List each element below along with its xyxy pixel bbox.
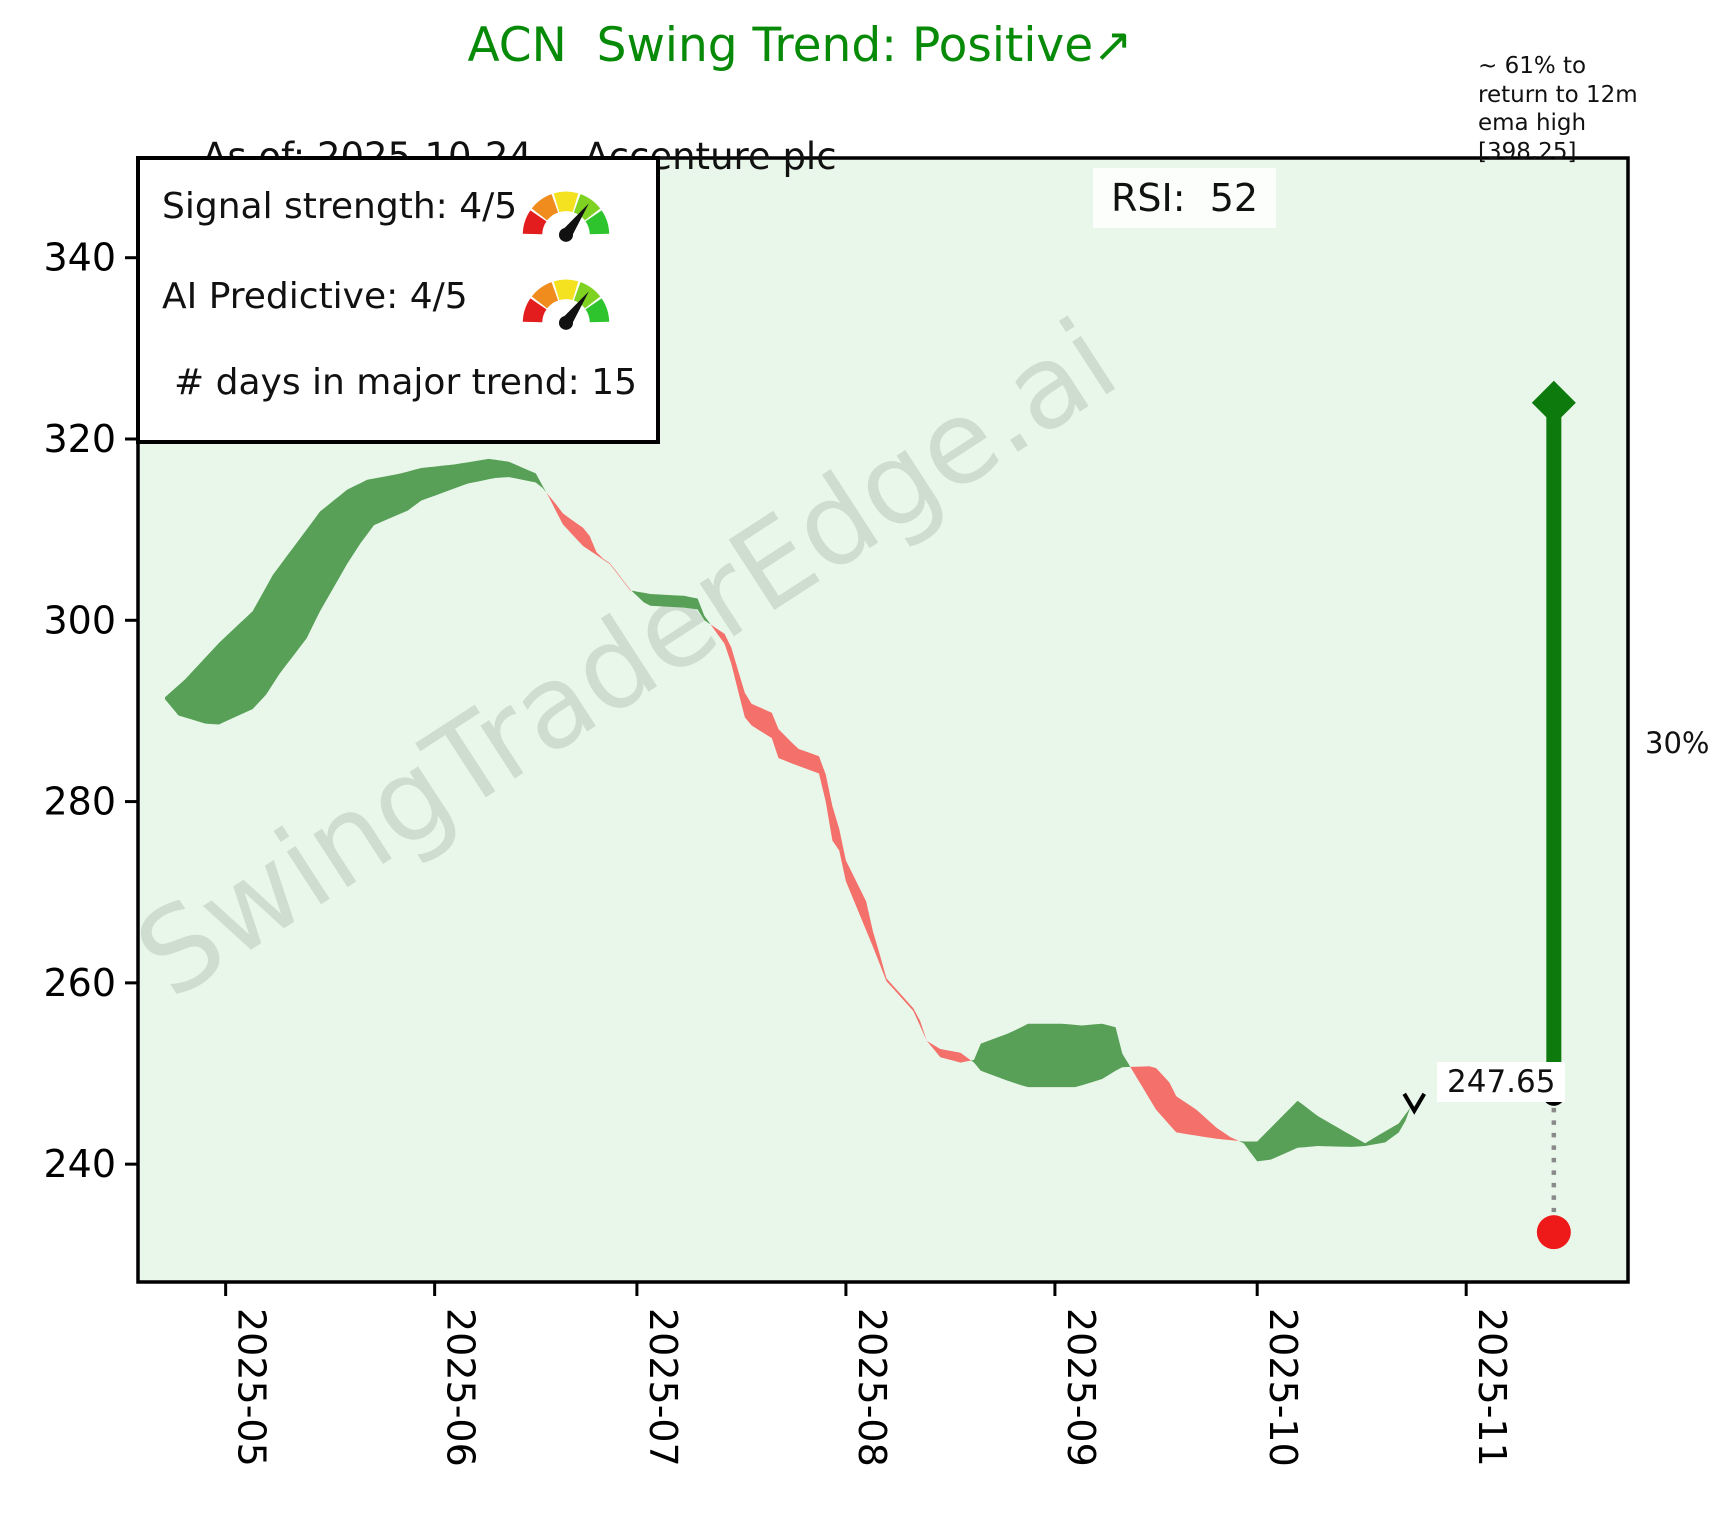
stop-level-dot (1536, 1215, 1571, 1250)
x-tick-label: 2025-06 (439, 1308, 483, 1467)
plot-border (136, 156, 1630, 1284)
y-tick-label: 280 (43, 780, 116, 824)
gauge-segment (531, 194, 559, 221)
downtrend-fill (926, 1040, 972, 1063)
ai-predictive-label: AI Predictive: 4/5 (162, 276, 468, 317)
x-tick-label: 2025-07 (641, 1308, 685, 1467)
page-title: ACN Swing Trend: Positive↗ (467, 18, 1133, 73)
target-arrow-head (1531, 380, 1576, 425)
gauge-pivot (558, 227, 574, 242)
ema-high-note: ~ 61% to return to 12m ema high [398.25] (1478, 52, 1638, 166)
y-tick-label: 240 (43, 1142, 116, 1186)
uptrend-fill (1238, 1100, 1411, 1162)
last-price-label: 247.65 (1437, 1062, 1566, 1102)
y-tick-label: 320 (43, 417, 116, 461)
signal-info-box: Signal strength: 4/5 AI Predictive: 4/5 … (136, 156, 660, 444)
ema-high-note-line: return to 12m (1478, 81, 1638, 108)
x-tick-label: 2025-05 (230, 1308, 274, 1467)
uptrend-fill (631, 590, 711, 625)
x-tick-label: 2025-09 (1059, 1308, 1103, 1467)
x-tick-label: 2025-10 (1261, 1308, 1305, 1467)
x-tick-label: 2025-11 (1470, 1308, 1514, 1467)
gauge-segment (585, 298, 610, 323)
downtrend-fill (546, 492, 632, 591)
gauge-pivot (558, 315, 574, 330)
downtrend-fill (710, 624, 927, 1041)
last-price-caret-marker (1402, 1092, 1426, 1115)
signal-strength-label: Signal strength: 4/5 (162, 186, 518, 227)
days-in-trend-label: # days in major trend: 15 (174, 362, 638, 403)
target-arrow-shaft (1546, 416, 1562, 1093)
gauge-segment (553, 191, 579, 213)
y-tick-label: 260 (43, 961, 116, 1005)
gauge-segment (522, 298, 547, 323)
gauge-segment (522, 210, 547, 235)
y-tick-label: 340 (43, 236, 116, 280)
ema-high-note-line: ema high (1478, 110, 1587, 137)
ema-high-note-line: ~ 61% to (1478, 53, 1587, 79)
rsi-badge: RSI: 52 (1093, 168, 1277, 228)
gauge-segment (531, 282, 559, 309)
gauge-segment (585, 210, 610, 235)
uptrend-fill (165, 458, 547, 725)
target-percent-label: 30% (1645, 726, 1710, 760)
ai-predictive-gauge-icon (522, 279, 610, 330)
downtrend-fill (1130, 1066, 1239, 1141)
y-tick-label: 300 (43, 598, 116, 642)
uptrend-fill (971, 1023, 1131, 1088)
ema-high-note-line: [398.25] (1478, 138, 1577, 165)
x-tick-label: 2025-08 (850, 1308, 894, 1467)
signal-strength-gauge-icon (522, 191, 610, 242)
gauge-segment (553, 279, 579, 301)
